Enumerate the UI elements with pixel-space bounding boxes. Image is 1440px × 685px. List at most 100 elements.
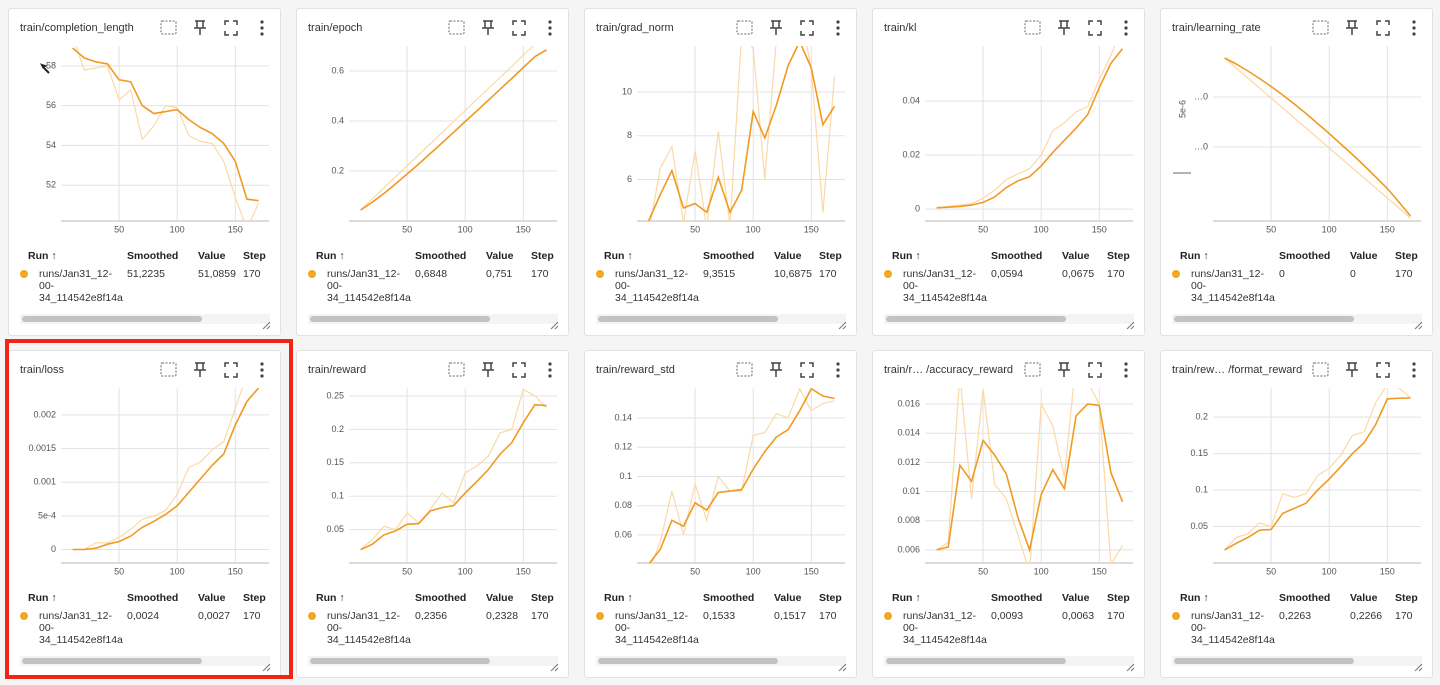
- table-header[interactable]: Run ↑: [892, 250, 921, 262]
- resize-handle[interactable]: [1126, 663, 1135, 672]
- toolbar: [448, 362, 552, 378]
- icon-more[interactable]: [548, 362, 552, 366]
- icon-more[interactable]: [260, 368, 264, 372]
- resize-handle[interactable]: [262, 663, 271, 672]
- icon-pin[interactable]: [482, 362, 494, 377]
- icon-fullscreen[interactable]: [512, 362, 526, 378]
- resize-handle[interactable]: [550, 321, 559, 330]
- icon-more[interactable]: [1412, 362, 1416, 366]
- icon-more[interactable]: [836, 362, 840, 366]
- icon-pin[interactable]: [1058, 20, 1070, 35]
- icon-fullscreen[interactable]: [1376, 20, 1390, 36]
- scroll-thumb[interactable]: [22, 658, 202, 664]
- icon-select[interactable]: [160, 362, 177, 377]
- resize-handle[interactable]: [1414, 663, 1423, 672]
- resize-handle[interactable]: [550, 663, 559, 672]
- icon-more[interactable]: [548, 368, 552, 372]
- scroll-thumb[interactable]: [310, 658, 490, 664]
- y-tick-label: 0.06: [614, 529, 632, 539]
- icon-more[interactable]: [836, 26, 840, 30]
- table-header[interactable]: Run ↑: [1180, 592, 1209, 604]
- table-header[interactable]: Run ↑: [316, 592, 345, 604]
- table-header[interactable]: Run ↑: [1180, 250, 1209, 262]
- resize-handle[interactable]: [1414, 321, 1423, 330]
- table-header[interactable]: Run ↑: [892, 592, 921, 604]
- icon-more[interactable]: [1124, 368, 1128, 372]
- y-tick-label: 0.012: [897, 457, 920, 467]
- icon-select[interactable]: [1024, 20, 1041, 35]
- icon-pin[interactable]: [482, 20, 494, 35]
- icon-select[interactable]: [1024, 362, 1041, 377]
- icon-fullscreen[interactable]: [1088, 362, 1102, 378]
- icon-pin[interactable]: [194, 20, 206, 35]
- icon-pin[interactable]: [1346, 362, 1358, 377]
- icon-more[interactable]: [548, 26, 552, 30]
- icon-fullscreen[interactable]: [512, 20, 526, 36]
- icon-more[interactable]: [260, 32, 264, 36]
- resize-handle[interactable]: [1126, 321, 1135, 330]
- scroll-thumb[interactable]: [598, 316, 778, 322]
- icon-more[interactable]: [1412, 20, 1416, 24]
- table-header: Smoothed: [415, 250, 466, 262]
- scroll-thumb[interactable]: [886, 316, 1066, 322]
- icon-select[interactable]: [448, 362, 465, 377]
- icon-more[interactable]: [1412, 374, 1416, 378]
- y-axis-label: 5e-6: [1177, 100, 1187, 118]
- table-header[interactable]: Run ↑: [28, 250, 57, 262]
- table-header[interactable]: Run ↑: [28, 592, 57, 604]
- icon-more[interactable]: [836, 20, 840, 24]
- icon-more[interactable]: [548, 374, 552, 378]
- icon-fullscreen[interactable]: [800, 362, 814, 378]
- icon-fullscreen[interactable]: [224, 362, 238, 378]
- scroll-thumb[interactable]: [598, 658, 778, 664]
- scroll-thumb[interactable]: [886, 658, 1066, 664]
- icon-more[interactable]: [1124, 32, 1128, 36]
- table-header[interactable]: Run ↑: [604, 250, 633, 262]
- table-header[interactable]: Run ↑: [604, 592, 633, 604]
- icon-select[interactable]: [160, 20, 177, 35]
- cell-smoothed: 9,3515: [703, 268, 735, 280]
- icon-select[interactable]: [736, 362, 753, 377]
- icon-select[interactable]: [736, 20, 753, 35]
- icon-fullscreen[interactable]: [800, 20, 814, 36]
- icon-more[interactable]: [836, 32, 840, 36]
- card-title: train/rew… /format_reward: [1172, 364, 1302, 376]
- scroll-thumb[interactable]: [22, 316, 202, 322]
- scroll-thumb[interactable]: [1174, 658, 1354, 664]
- icon-more[interactable]: [1124, 362, 1128, 366]
- icon-more[interactable]: [548, 32, 552, 36]
- icon-more[interactable]: [1412, 368, 1416, 372]
- icon-more[interactable]: [1412, 26, 1416, 30]
- icon-more[interactable]: [836, 374, 840, 378]
- scroll-thumb[interactable]: [1174, 316, 1354, 322]
- icon-pin[interactable]: [194, 362, 206, 377]
- icon-select[interactable]: [1312, 362, 1329, 377]
- icon-more[interactable]: [260, 26, 264, 30]
- icon-more[interactable]: [1124, 20, 1128, 24]
- icon-fullscreen[interactable]: [1088, 20, 1102, 36]
- icon-fullscreen[interactable]: [224, 20, 238, 36]
- y-tick-label: 0.002: [33, 409, 56, 419]
- icon-pin[interactable]: [1058, 362, 1070, 377]
- resize-handle[interactable]: [262, 321, 271, 330]
- icon-fullscreen[interactable]: [1376, 362, 1390, 378]
- icon-pin[interactable]: [770, 20, 782, 35]
- icon-more[interactable]: [836, 368, 840, 372]
- x-tick-label: 100: [1322, 224, 1337, 234]
- icon-pin[interactable]: [770, 362, 782, 377]
- icon-more[interactable]: [260, 20, 264, 24]
- icon-select[interactable]: [1312, 20, 1329, 35]
- icon-more[interactable]: [1124, 26, 1128, 30]
- icon-more[interactable]: [1124, 374, 1128, 378]
- table-header[interactable]: Run ↑: [316, 250, 345, 262]
- icon-more[interactable]: [1412, 32, 1416, 36]
- icon-more[interactable]: [260, 362, 264, 366]
- icon-pin[interactable]: [1346, 20, 1358, 35]
- resize-handle[interactable]: [838, 663, 847, 672]
- icon-more[interactable]: [260, 374, 264, 378]
- resize-handle[interactable]: [838, 321, 847, 330]
- icon-select[interactable]: [448, 20, 465, 35]
- run-name: runs/Jan31_12-00-34_114542e8f14a: [903, 268, 987, 304]
- icon-more[interactable]: [548, 20, 552, 24]
- scroll-thumb[interactable]: [310, 316, 490, 322]
